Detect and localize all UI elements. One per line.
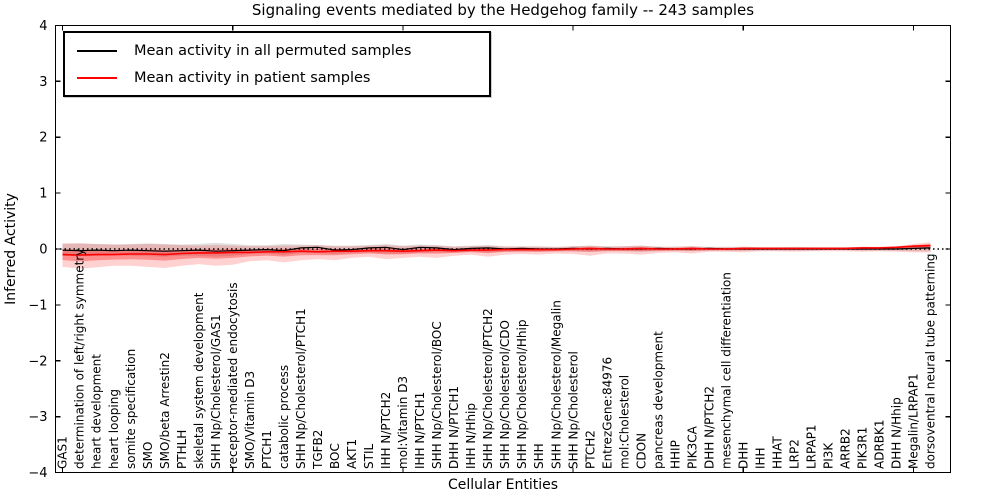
y-tick-label: −4 bbox=[28, 466, 47, 481]
x-category-label: IHH N/Hhip bbox=[464, 403, 478, 469]
x-category-label: BOC bbox=[328, 443, 342, 469]
x-category-label: PI3K bbox=[822, 442, 836, 469]
x-category-label: SMO bbox=[141, 442, 155, 469]
x-category-label: Megalin/LRPAP1 bbox=[907, 373, 921, 469]
legend-label-patient: Mean activity in patient samples bbox=[134, 69, 371, 86]
x-category-label: SHH Np/Cholesterol/Megalin bbox=[549, 300, 563, 469]
permuted-line-sample-icon bbox=[77, 49, 117, 52]
x-category-label: HHIP bbox=[668, 440, 682, 469]
x-category-label: skeletal system development bbox=[192, 292, 206, 469]
x-category-label: SHH Np/Cholesterol/PTCH1 bbox=[294, 308, 308, 469]
x-category-label: GAS1 bbox=[56, 436, 70, 469]
x-category-label: LRP2 bbox=[788, 439, 802, 469]
y-tick-label: 4 bbox=[39, 19, 47, 34]
x-category-label: EntrezGene:84976 bbox=[600, 357, 614, 469]
x-category-label: PIK3CA bbox=[685, 425, 699, 469]
x-category-label: dorsoventral neural tube patterning bbox=[924, 253, 938, 469]
x-category-label: IHH N/PTCH2 bbox=[379, 392, 393, 469]
x-category-label: DHH N/PTCH2 bbox=[702, 386, 716, 469]
y-tick-label: 0 bbox=[39, 243, 47, 258]
x-category-label: PTHLH bbox=[175, 430, 189, 469]
y-tick-label: −1 bbox=[28, 298, 47, 313]
y-tick-label: −3 bbox=[28, 410, 47, 425]
x-category-label: mesenchymal cell differentiation bbox=[720, 272, 734, 469]
y-tick-label: 1 bbox=[39, 187, 47, 202]
patient-mean-line bbox=[62, 244, 931, 256]
x-category-label: SMO/beta Arrestin2 bbox=[158, 352, 172, 469]
x-category-label: SHH Np/Cholesterol/GAS1 bbox=[209, 314, 223, 469]
x-category-label: heart looping bbox=[107, 389, 121, 469]
x-category-label: DHH N/PTCH1 bbox=[447, 386, 461, 469]
x-category-label: PTCH1 bbox=[260, 430, 274, 469]
x-category-label: ADRBK1 bbox=[873, 419, 887, 469]
legend: Mean activity in all permuted samples Me… bbox=[63, 31, 491, 97]
legend-label-permuted: Mean activity in all permuted samples bbox=[134, 42, 412, 59]
patient-line-sample-icon bbox=[77, 76, 117, 79]
x-category-label: DHH N/Hhip bbox=[890, 397, 904, 469]
y-tick-label: 2 bbox=[39, 131, 47, 146]
x-category-label: catabolic process bbox=[277, 365, 291, 469]
x-category-label: PTCH2 bbox=[583, 430, 597, 469]
x-category-label: SHH Np/Cholesterol/CDO bbox=[498, 320, 512, 469]
x-category-label: mol:Cholesterol bbox=[617, 375, 631, 469]
x-category-label: TGFB2 bbox=[311, 430, 325, 470]
x-category-label: HHAT bbox=[771, 436, 785, 469]
x-category-label: SHH Np/Cholesterol bbox=[566, 351, 580, 469]
x-category-label: SHH Np/Cholesterol/PTCH2 bbox=[481, 308, 495, 469]
x-category-label: IHH N/PTCH1 bbox=[413, 392, 427, 469]
x-category-label: heart development bbox=[90, 354, 104, 469]
x-category-label: SHH bbox=[532, 443, 546, 469]
x-category-label: determination of left/right symmetry bbox=[73, 249, 87, 469]
x-category-label: SHH Np/Cholesterol/Hhip bbox=[515, 320, 529, 469]
y-tick-label: 3 bbox=[39, 75, 47, 90]
x-category-label: SHH Np/Cholesterol/BOC bbox=[430, 321, 444, 469]
chart-title: Signaling events mediated by the Hedgeho… bbox=[251, 1, 755, 19]
x-axis-label: Cellular Entities bbox=[447, 477, 559, 493]
x-category-label: STIL bbox=[362, 444, 376, 469]
x-category-label: DHH bbox=[737, 442, 751, 469]
x-category-label: pancreas development bbox=[651, 331, 665, 469]
x-category-label: CDON bbox=[634, 433, 648, 469]
x-category-label: somite specification bbox=[124, 349, 138, 469]
x-category-label: AKT1 bbox=[345, 439, 359, 469]
x-category-label: IHH bbox=[754, 447, 768, 469]
legend-entry-patient: Mean activity in patient samples bbox=[77, 64, 477, 91]
x-category-label: receptor-mediated endocytosis bbox=[226, 282, 240, 469]
legend-entry-permuted: Mean activity in all permuted samples bbox=[77, 37, 477, 64]
x-category-label: ARRB2 bbox=[839, 428, 853, 469]
x-category-label: LRPAP1 bbox=[805, 424, 819, 469]
y-tick-label: −2 bbox=[28, 354, 47, 369]
x-category-label: mol:Vitamin D3 bbox=[396, 376, 410, 469]
x-category-label: SMO/Vitamin D3 bbox=[243, 371, 257, 469]
x-category-label: PIK3R1 bbox=[856, 427, 870, 469]
